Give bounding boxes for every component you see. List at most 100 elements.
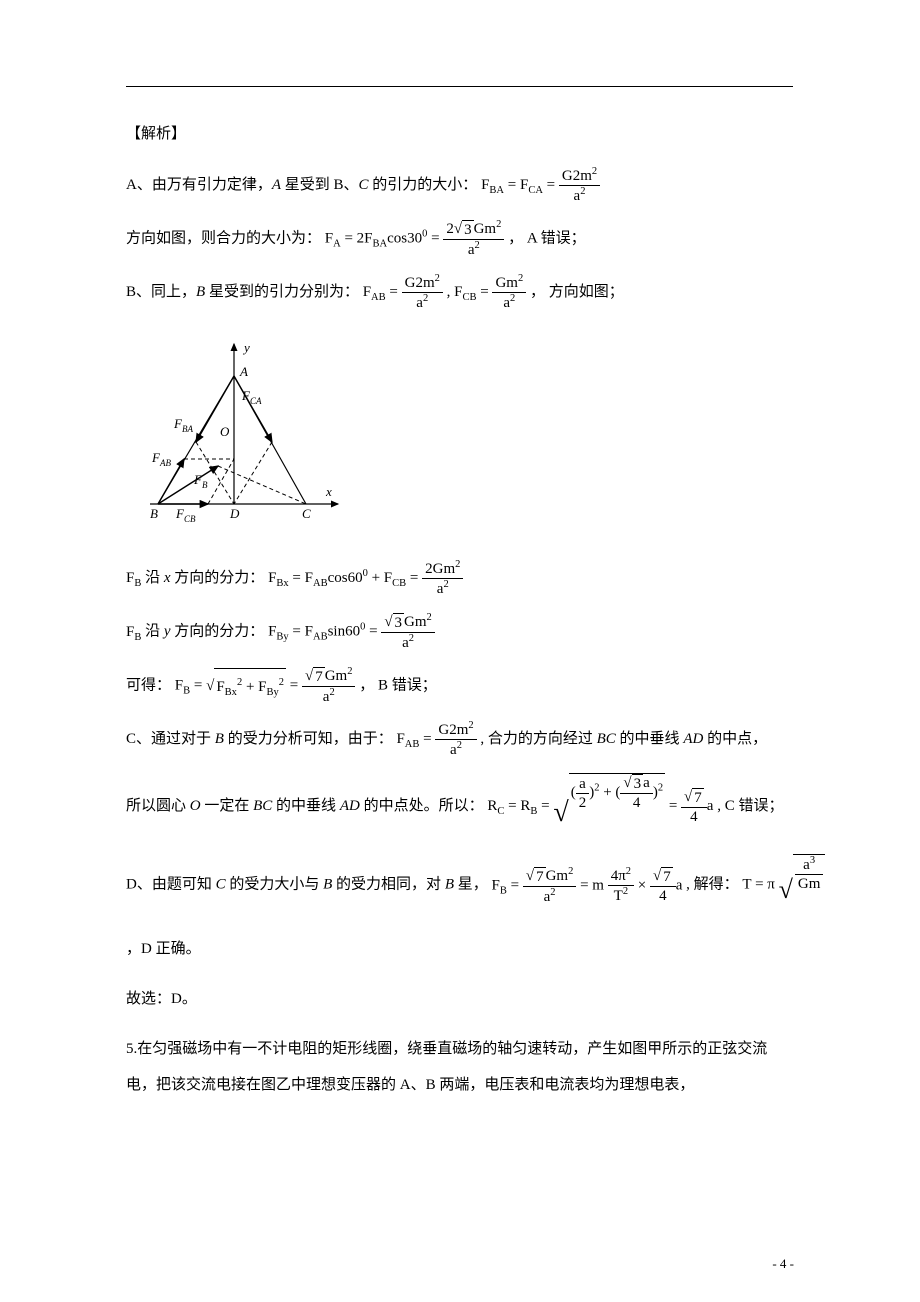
sup: 3 xyxy=(810,855,815,866)
num: a xyxy=(576,775,590,794)
den: a xyxy=(468,242,475,258)
eq: = m xyxy=(580,877,604,893)
formula: FB = √FBx2 + FBy2 = √7Gm2 a2 xyxy=(175,666,356,706)
formula: FBx = FABcos600 + FCB = 2Gm2 a2 xyxy=(268,559,463,598)
sup: 2 xyxy=(580,186,585,197)
num: G2m xyxy=(562,168,592,184)
eq: = xyxy=(507,877,523,893)
fraction: √3Gm2 a2 xyxy=(381,612,434,652)
para-d-line2: ，D 正确。 xyxy=(126,931,793,967)
radical: √(a2)2 + (√3a4)2 xyxy=(553,773,665,840)
formula: RC = RB = √(a2)2 + (√3a4)2 = √7 4 a xyxy=(487,773,713,840)
fraction: 2√3Gm2 a2 xyxy=(443,219,504,259)
formula: FAB = G2m2 a2 xyxy=(396,720,476,759)
var: O xyxy=(190,798,201,814)
label-A: A xyxy=(239,364,248,379)
eq: = F xyxy=(504,177,528,193)
text: ， B 错误； xyxy=(359,678,437,694)
sup: 2 xyxy=(423,293,428,304)
var: AD xyxy=(683,731,703,747)
text: 的中点处。所以： xyxy=(360,798,484,814)
radical: √7 xyxy=(305,667,325,686)
num: Gm xyxy=(495,275,518,291)
var: B xyxy=(445,877,454,893)
rad: 3 xyxy=(393,613,405,632)
text: 的受力分析可知，由于： xyxy=(224,731,393,747)
sup: 2 xyxy=(623,886,628,897)
num: G2m xyxy=(438,722,468,738)
text: 的中垂线 xyxy=(616,731,684,747)
page-number: - 4 - xyxy=(772,1256,794,1272)
rad: 7 xyxy=(534,867,546,886)
var: B xyxy=(215,731,224,747)
sup: 2 xyxy=(455,559,460,570)
eq: = 2F xyxy=(341,230,373,246)
eq: = xyxy=(476,284,492,300)
fraction: G2m2 a2 xyxy=(559,166,600,205)
eq: = F xyxy=(289,624,313,640)
plus: + F xyxy=(242,679,266,695)
sup: 2 xyxy=(592,166,597,177)
sub: AB xyxy=(371,292,386,303)
label-FBA: FBA xyxy=(173,416,193,434)
text: 沿 xyxy=(141,570,164,586)
label-D: D xyxy=(229,506,240,521)
para-fby: FB 沿 y 方向的分力： FBy = FABsin600 = √3Gm2 a2 xyxy=(126,612,793,652)
para-c-line2: 所以圆心 O 一定在 BC 的中垂线 AD 的中点处。所以： RC = RB =… xyxy=(126,773,793,840)
sin: sin60 xyxy=(328,624,361,640)
formula: FB = √7Gm2 a2 = m 4π2 T2 × √7 4 a xyxy=(492,866,683,906)
eq: = xyxy=(543,177,559,193)
label-FCA: FCA xyxy=(241,388,262,406)
label-B: B xyxy=(150,506,158,521)
force-diagram: y x A B C D O FBA FCA FAB FB FCB xyxy=(126,336,346,536)
fraction: √7 4 xyxy=(681,788,707,826)
text: 方向的分力： xyxy=(171,570,265,586)
text: , C 错误； xyxy=(717,798,783,814)
f: F xyxy=(325,230,333,246)
sub: CB xyxy=(462,292,476,303)
sup: 2 xyxy=(457,740,462,751)
sup: 2 xyxy=(435,273,440,284)
eq: = xyxy=(427,230,443,246)
sub: AB xyxy=(405,739,420,750)
den: a xyxy=(416,295,423,311)
var: B xyxy=(196,284,205,300)
var: C xyxy=(216,877,226,893)
b: Gm xyxy=(325,668,348,684)
text: 的受力相同，对 xyxy=(332,877,445,893)
sub: B xyxy=(500,885,507,896)
formula: T = π √a3Gm xyxy=(742,854,825,916)
eq: = xyxy=(386,284,402,300)
rad: 7 xyxy=(661,867,673,886)
den: 4 xyxy=(620,794,652,812)
label-O: O xyxy=(220,424,230,439)
eq: = xyxy=(537,798,553,814)
para-a-line1: A、由万有引力定律，A 星受到 B、C 的引力的大小： FBA = FCA = … xyxy=(126,166,793,205)
text: , 解得： xyxy=(686,877,739,893)
para-conclusion: 故选：D。 xyxy=(126,981,793,1017)
R: R xyxy=(487,798,497,814)
b: Gm xyxy=(546,868,569,884)
text: ， 方向如图； xyxy=(530,284,624,300)
b: Gm xyxy=(404,614,427,630)
eq: = xyxy=(406,570,422,586)
sub: AB xyxy=(313,632,328,643)
den: a xyxy=(450,742,457,758)
sup: 2 xyxy=(550,887,555,898)
sup: 2 xyxy=(427,612,432,623)
page-content: 【解析】 A、由万有引力定律，A 星受到 B、C 的引力的大小： FBA = F… xyxy=(126,116,793,1103)
sub: BA xyxy=(489,185,504,196)
sep: , F xyxy=(447,284,463,300)
T: T = π xyxy=(742,877,774,893)
var: x xyxy=(164,570,171,586)
f: F xyxy=(175,678,183,694)
eq: = xyxy=(669,798,681,814)
para-c-line1: C、通过对于 B 的受力分析可知，由于： FAB = G2m2 a2 , 合力的… xyxy=(126,720,793,759)
text: ， A 错误； xyxy=(508,230,586,246)
header-divider xyxy=(126,86,793,87)
cos: cos60 xyxy=(328,570,363,586)
b: a xyxy=(643,775,650,791)
plus: + ( xyxy=(599,785,620,801)
sub: Bx xyxy=(225,687,237,698)
text: 所以圆心 xyxy=(126,798,190,814)
